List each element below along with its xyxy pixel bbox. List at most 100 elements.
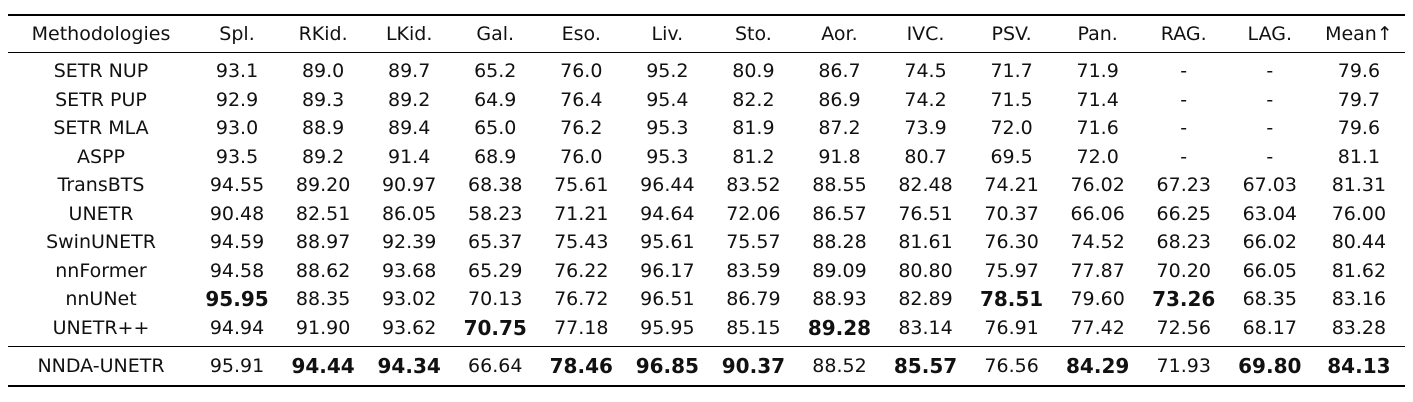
score-cell: 77.18: [554, 316, 609, 339]
score-cell: 71.9: [1076, 60, 1119, 83]
table-row: SwinUNETR 94.59 88.97 92.39 65.37 75.43 95.61 7…: [8, 228, 1405, 257]
score-cell: 76.51: [898, 202, 953, 225]
score-cell: 86.57: [812, 202, 867, 225]
score-cell: 68.9: [474, 145, 517, 168]
table-row: nnFormer 94.58 88.62 93.68 65.29 76.22 96.17 83…: [8, 257, 1405, 286]
score-cell: 89.20: [295, 174, 351, 197]
method-name-cell: SETR MLA: [53, 117, 149, 140]
table-row: SETR PUP 92.9 89.3 89.2 64.9 76.4 95.4 82.2 86.9…: [8, 86, 1405, 115]
score-cell: 88.93: [812, 288, 867, 311]
results-table: Methodologies Spl. RKid. LKid. Gal. Eso. Liv. S…: [8, 14, 1405, 387]
score-cell: 94.59: [209, 231, 265, 254]
score-cell: 88.28: [812, 231, 867, 254]
method-name-cell: UNETR: [68, 202, 134, 225]
score-cell: 72.56: [1156, 316, 1211, 339]
column-header: IVC.: [906, 23, 945, 45]
method-name-cell: SwinUNETR: [46, 231, 156, 254]
score-cell: 79.7: [1337, 88, 1381, 111]
score-cell: 89.7: [388, 60, 431, 83]
score-cell: 71.6: [1076, 117, 1119, 140]
column-header: RAG.: [1160, 23, 1207, 45]
score-cell: -: [1180, 60, 1188, 83]
column-header: Aor.: [821, 23, 858, 45]
score-cell: 81.62: [1331, 259, 1387, 282]
score-cell: 78.46: [549, 354, 613, 378]
score-cell: 65.0: [474, 117, 517, 140]
score-cell: 88.35: [295, 288, 351, 311]
score-cell: 72.06: [726, 202, 781, 225]
score-cell: 79.6: [1337, 60, 1381, 83]
score-cell: 76.72: [554, 288, 609, 311]
score-cell: 93.62: [381, 316, 437, 339]
score-cell: 86.05: [381, 202, 437, 225]
column-header-methodologies: Methodologies: [31, 23, 171, 45]
score-cell: 84.29: [1066, 354, 1130, 378]
score-cell: 76.56: [984, 355, 1039, 377]
column-header: Sto.: [734, 23, 772, 45]
score-cell: 63.04: [1242, 202, 1297, 225]
score-cell: 70.37: [984, 202, 1039, 225]
score-cell: 96.17: [640, 259, 695, 282]
score-cell: 79.6: [1337, 117, 1381, 140]
score-cell: 71.21: [554, 202, 609, 225]
method-name-cell: UNETR++: [52, 316, 150, 339]
score-cell: 66.25: [1156, 202, 1211, 225]
score-cell: 93.68: [381, 259, 437, 282]
score-cell: 94.64: [640, 202, 695, 225]
score-cell: 76.4: [560, 88, 603, 111]
column-header: LKid.: [385, 23, 433, 45]
column-header: Gal.: [476, 23, 515, 45]
score-cell: 93.1: [215, 60, 259, 83]
score-cell: 77.42: [1070, 316, 1125, 339]
score-cell: 84.13: [1327, 354, 1391, 378]
column-header: LAG.: [1247, 23, 1292, 45]
score-cell: 65.29: [468, 259, 523, 282]
score-cell: 89.2: [388, 88, 431, 111]
score-cell: 94.34: [377, 354, 441, 378]
method-name-cell: SETR PUP: [55, 88, 147, 111]
score-cell: 91.4: [388, 145, 431, 168]
baseline-rows: SETR NUP 93.1 89.0 89.7 65.2 76.0 95.2 80.9 86.7…: [8, 53, 1405, 347]
score-cell: 66.05: [1242, 259, 1297, 282]
score-cell: 89.2: [301, 145, 345, 168]
score-cell: 66.64: [468, 355, 523, 377]
score-cell: 67.23: [1156, 174, 1211, 197]
score-cell: 89.28: [807, 315, 872, 340]
score-cell: 95.95: [205, 287, 269, 312]
score-cell: -: [1266, 117, 1274, 140]
table-header: Methodologies Spl. RKid. LKid. Gal. Eso. Liv. S…: [8, 15, 1405, 53]
score-cell: 88.52: [812, 355, 867, 377]
score-cell: 81.31: [1331, 174, 1387, 197]
score-cell: 96.44: [640, 174, 695, 197]
score-cell: 76.91: [984, 316, 1039, 339]
score-cell: 74.21: [984, 174, 1039, 197]
score-cell: 68.23: [1156, 231, 1211, 254]
score-cell: 77.87: [1070, 259, 1125, 282]
column-header: Mean↑: [1325, 23, 1393, 45]
table-row: ASPP 93.5 89.2 91.4 68.9 76.0 95.3 81.2 91.8 80.7…: [8, 143, 1405, 172]
score-cell: 76.0: [560, 60, 603, 83]
score-cell: 76.30: [984, 231, 1039, 254]
proposed-method-row: NNDA-UNETR 95.91 94.44 94.34 66.64 78.46 96.85…: [8, 346, 1405, 386]
method-name-cell: nnUNet: [65, 288, 137, 311]
method-name-cell: ASPP: [77, 145, 125, 168]
score-cell: 93.0: [215, 117, 259, 140]
score-cell: 68.38: [468, 174, 523, 197]
score-cell: 81.2: [732, 145, 775, 168]
score-cell: 94.55: [209, 174, 265, 197]
score-cell: -: [1266, 60, 1274, 83]
score-cell: 82.48: [898, 174, 953, 197]
score-cell: 76.22: [554, 259, 609, 282]
score-cell: 85.15: [726, 316, 781, 339]
score-cell: 65.2: [474, 60, 517, 83]
score-cell: 66.06: [1070, 202, 1125, 225]
score-cell: 80.44: [1331, 231, 1387, 254]
score-cell: 94.44: [291, 354, 355, 378]
score-cell: 95.4: [646, 88, 689, 111]
score-cell: 86.9: [818, 88, 861, 111]
score-cell: 64.9: [474, 88, 517, 111]
score-cell: -: [1180, 117, 1188, 140]
score-cell: 94.94: [209, 316, 265, 339]
score-cell: 83.16: [1331, 288, 1387, 311]
score-cell: 87.2: [818, 117, 861, 140]
